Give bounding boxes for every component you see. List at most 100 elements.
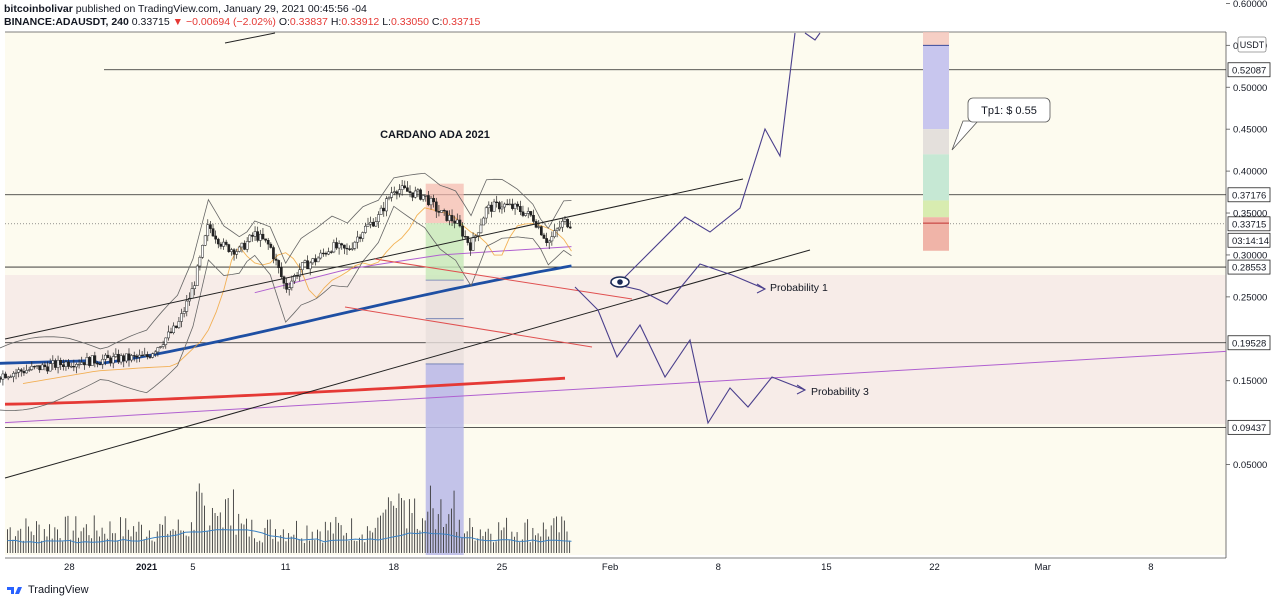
target-band-stop	[923, 217, 949, 251]
candle-body	[369, 221, 372, 225]
candle-body	[0, 377, 2, 380]
ma-blue	[0, 264, 572, 365]
x-tick-label: Feb	[602, 562, 618, 573]
candle-body	[547, 240, 551, 244]
candle-body	[9, 376, 13, 378]
probability-1-arrowhead	[756, 283, 767, 294]
candle-body	[172, 325, 175, 333]
candle-body	[198, 257, 202, 267]
candle-body	[40, 364, 44, 371]
candle-body	[385, 198, 388, 212]
candle-body	[353, 241, 357, 249]
candle-body	[345, 247, 349, 250]
candle-body	[448, 215, 451, 221]
candle-body	[329, 251, 333, 253]
footer-brand[interactable]: TradingView	[6, 584, 89, 596]
candle-body	[64, 361, 68, 367]
target-band-teal	[923, 154, 949, 201]
candle-body	[190, 288, 194, 299]
candle-body	[471, 237, 475, 251]
tp1-text: Tp1: $ 0.55	[981, 105, 1037, 117]
candle-body	[406, 187, 409, 192]
candle-body	[148, 356, 152, 358]
candle-body	[164, 337, 168, 345]
y-tick-label: 0.15000	[1233, 376, 1267, 387]
currency-label: USDT	[1240, 40, 1265, 50]
candle-body	[59, 359, 63, 365]
candle-body	[455, 219, 459, 224]
candle-body	[306, 260, 309, 270]
candle-body	[361, 232, 365, 239]
price-tag-label: 0.37176	[1232, 190, 1266, 201]
candle-body	[419, 189, 422, 200]
tp1-callout: Tp1: $ 0.55	[951, 97, 1051, 151]
candle-body	[469, 242, 472, 251]
candle-body	[245, 241, 249, 250]
candle-body	[545, 238, 548, 244]
candle-body	[555, 228, 559, 231]
candle-body	[532, 214, 535, 222]
candle-body	[382, 207, 386, 212]
candle-body	[216, 238, 220, 245]
candle-body	[272, 247, 275, 260]
price-tag-box	[1227, 232, 1271, 248]
candle-body	[135, 355, 139, 358]
price-change: −0.00694 (−2.02%)	[186, 16, 276, 28]
price-tags: 0.52087 0.37176 0.33715 03:14:14 0.28553 0.19…	[1227, 62, 1271, 435]
candle-body	[127, 353, 131, 361]
candle-body	[508, 203, 512, 206]
y-tick-label: 0.50000	[1233, 83, 1267, 94]
low-label: L:	[382, 16, 391, 28]
candle-body	[321, 252, 325, 255]
candle-body	[6, 376, 10, 379]
price-tag-box	[1227, 419, 1271, 435]
candle-body	[51, 360, 55, 364]
y-tick-label: 0.60000	[1233, 0, 1267, 10]
target-band-grey	[923, 129, 949, 155]
candle-body	[479, 224, 483, 234]
candle-body	[96, 362, 99, 365]
y-tick-label: 0.25000	[1233, 292, 1267, 303]
candle-body	[411, 192, 414, 198]
candle-body	[251, 234, 254, 237]
candle-body	[211, 228, 215, 237]
candle-body	[492, 201, 496, 212]
candle-body	[398, 189, 401, 194]
time-axis[interactable]: 28 2021 5 11 18 25 Feb 8 15 22 Mar 8	[64, 562, 1153, 573]
candle-body	[88, 357, 91, 366]
candle-body	[101, 358, 105, 365]
candle-body	[143, 354, 147, 356]
candle-body	[445, 210, 449, 221]
candle-body	[19, 369, 23, 372]
candle-body	[495, 201, 499, 203]
reward-band-green	[425, 223, 464, 281]
candle-body	[461, 225, 464, 237]
horizontal-levels	[5, 69, 1226, 428]
candle-body	[90, 355, 94, 366]
target-band-top	[923, 32, 949, 46]
candle-body	[529, 211, 533, 216]
candle-body	[46, 366, 49, 372]
author-name[interactable]: bitcoinbolivar	[4, 3, 73, 15]
range-zone	[5, 275, 1226, 424]
symbol-label[interactable]: BINANCE:ADAUSDT, 240	[4, 16, 129, 28]
publish-line: bitcoinbolivar published on TradingView.…	[4, 3, 367, 16]
candle-body	[327, 251, 330, 255]
candle-body	[130, 355, 133, 361]
candle-body	[27, 369, 31, 371]
candle-body	[182, 311, 186, 314]
upper-channel-line	[4, 178, 744, 340]
candle-body	[503, 203, 506, 208]
candle-body	[22, 371, 26, 374]
candle-body	[169, 331, 173, 334]
candle-body	[285, 282, 288, 290]
candle-body	[497, 202, 501, 210]
price-tag-label: 0.52087	[1232, 65, 1266, 76]
candle-body	[201, 245, 204, 258]
candle-body	[424, 195, 428, 197]
candle-body	[167, 331, 170, 339]
candle-body	[279, 267, 283, 277]
y-tick-label: 0.45000	[1233, 125, 1267, 136]
candle-body	[156, 347, 160, 353]
